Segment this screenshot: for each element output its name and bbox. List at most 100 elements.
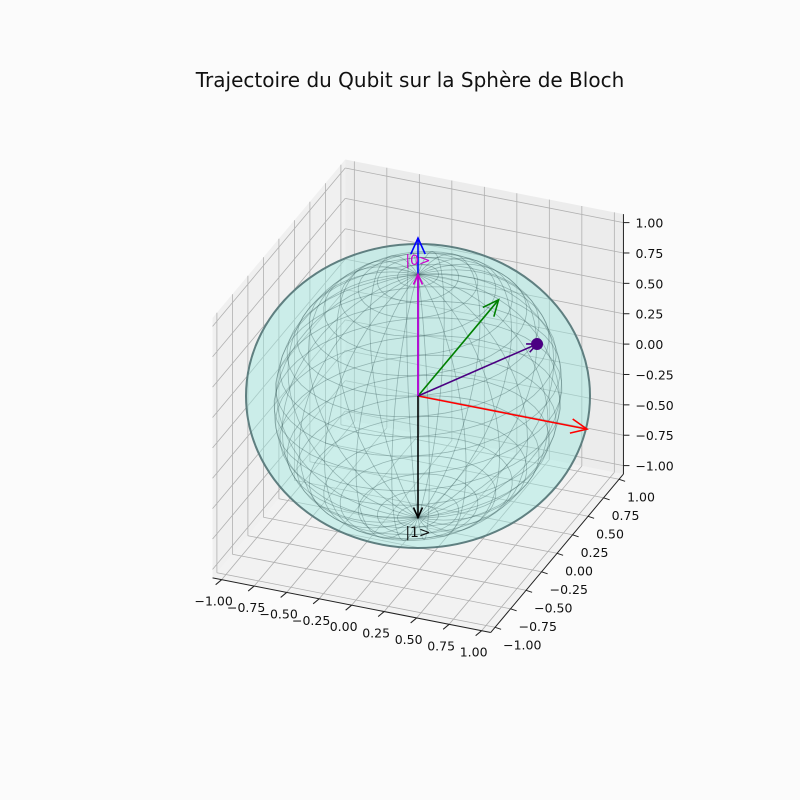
longitude-line [417, 257, 512, 518]
x-tick-label: −0.75 [227, 600, 265, 615]
x-tick-mark [247, 585, 255, 592]
latitude-line [279, 286, 557, 438]
y-tick-label: −0.75 [519, 619, 557, 634]
latitude-line [397, 264, 439, 288]
latitude-line [296, 395, 540, 528]
longitude-line [275, 274, 419, 518]
grid-line [383, 452, 518, 612]
state-vector-head [412, 272, 424, 285]
x-tick-mark [312, 598, 320, 605]
latitude-line [357, 252, 479, 319]
z-tick-label: 0.00 [635, 337, 663, 352]
x-tick-label: 1.00 [460, 645, 488, 660]
x-tick-mark [442, 623, 450, 630]
x-axis-arrow-head [569, 418, 589, 434]
state-label: |1> [405, 525, 430, 541]
grid-line [345, 258, 624, 315]
grid-line [345, 167, 624, 223]
tick-labels: −1.00−0.75−0.50−0.25 0.00 0.25 0.50 0.75 1.00… [195, 216, 674, 660]
y-tick-label: −0.50 [534, 600, 572, 615]
grid-line [448, 465, 583, 625]
z-tick-label: 0.75 [635, 246, 663, 261]
z-axis-arrow-head [410, 236, 426, 255]
latitude-line [377, 490, 459, 535]
y-tick-mark [510, 608, 517, 612]
x-tick-label: 0.75 [427, 638, 455, 653]
state-label: |0> [405, 253, 430, 269]
latitude-line [275, 335, 561, 492]
y-tick-mark [494, 626, 502, 630]
latitude-line [377, 257, 459, 302]
y-tick-mark [556, 552, 564, 556]
y-tick-mark [541, 571, 548, 575]
longitude-line [355, 274, 419, 539]
x-tick-label: 0.25 [362, 626, 390, 641]
grid-lines [212, 161, 624, 633]
latitude-line [275, 300, 561, 457]
x-tick-label: −0.25 [292, 613, 330, 628]
y-tick-mark [587, 515, 595, 519]
chart-title: Trajectoire du Qubit sur la Sphère de Bl… [195, 68, 625, 92]
y-tick-label: 0.50 [596, 526, 624, 541]
z-tick-label: −0.50 [635, 398, 673, 413]
x-tick-mark [215, 579, 222, 586]
grid-line [340, 424, 620, 480]
x-tick-mark [410, 617, 417, 624]
longitude-line [336, 260, 419, 518]
longitude-line [417, 274, 430, 541]
y-tick-mark [603, 497, 610, 501]
longitude-line [417, 273, 562, 518]
state-marker [531, 338, 544, 351]
grid-line [416, 459, 550, 619]
y-tick-mark [525, 589, 533, 593]
z-tick-label: −1.00 [635, 459, 673, 474]
y-axis-arrow-head [482, 298, 500, 317]
grid-line [212, 289, 346, 449]
x-axis-arrow [417, 395, 588, 430]
grid-line [309, 461, 589, 517]
z-tick-label: 0.50 [635, 276, 663, 291]
latitude-line [286, 274, 550, 417]
longitude-line [391, 274, 419, 541]
latitude-line [397, 504, 439, 528]
grid-line [325, 442, 604, 499]
y-tick-label: 1.00 [627, 489, 655, 504]
x-tick-mark [280, 592, 287, 598]
state-labels: |0> |1> [405, 253, 430, 541]
longitude-line [287, 271, 419, 518]
latitude-line [357, 473, 479, 540]
latitude-line [279, 354, 557, 506]
longitude-line [324, 274, 419, 535]
grid-line [212, 167, 346, 327]
y-tick-label: 0.25 [581, 545, 609, 560]
y-tick-label: 0.00 [565, 563, 593, 578]
state-vector-head [412, 507, 424, 520]
longitude-line [417, 274, 528, 526]
state-vector [417, 343, 538, 397]
longitude-line [369, 255, 419, 518]
y-tick-label: −0.25 [550, 582, 588, 597]
latitude-line [308, 416, 528, 536]
z-tick-label: 0.25 [635, 307, 663, 322]
z-tick-label: −0.75 [635, 428, 673, 443]
x-tick-label: 0.00 [330, 619, 358, 634]
y-tick-label: 0.75 [612, 508, 640, 523]
y-tick-mark [618, 478, 626, 482]
grid-line [294, 479, 573, 536]
longitude-line [417, 274, 500, 532]
longitude-line [298, 274, 419, 529]
x-tick-mark [475, 630, 482, 637]
grid-line [481, 472, 615, 631]
x-tick-mark [377, 611, 385, 617]
z-tick-label: 1.00 [635, 216, 663, 231]
latitude-line [323, 436, 513, 540]
latitude-line [339, 455, 497, 541]
longitude-line [417, 274, 561, 518]
x-tick-label: 0.50 [395, 632, 423, 647]
x-tick-label: −0.50 [260, 606, 298, 621]
grid-line [345, 198, 624, 254]
latitude-line [339, 251, 497, 337]
latitude-line [323, 252, 513, 356]
grid-line [278, 498, 558, 554]
